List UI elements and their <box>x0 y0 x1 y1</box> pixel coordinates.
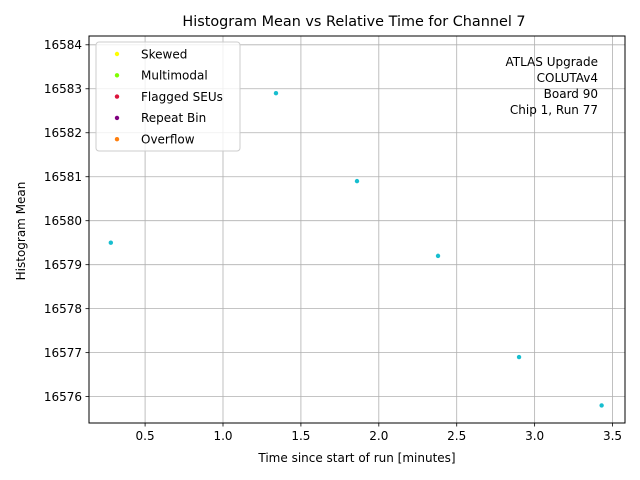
x-tick-label: 2.0 <box>369 429 388 443</box>
data-point <box>273 90 279 96</box>
data-point <box>108 240 114 245</box>
data-points <box>108 90 604 408</box>
legend-label: Flagged SEUs <box>141 90 223 104</box>
legend-marker <box>114 51 120 57</box>
legend-marker <box>114 137 120 142</box>
y-tick-label: 16580 <box>44 214 82 228</box>
y-axis-ticks: 16576 16577 16578 16579 16580 16581 16582 16583… <box>44 38 89 404</box>
y-tick-label: 16582 <box>44 126 82 140</box>
annotation-line: ATLAS Upgrade <box>505 55 598 69</box>
x-tick-label: 1.0 <box>213 429 232 443</box>
y-tick-label: 16581 <box>44 170 82 184</box>
x-tick-label: 2.5 <box>447 429 466 443</box>
y-tick-label: 16583 <box>44 82 82 96</box>
chart-title: Histogram Mean vs Relative Time for Chan… <box>182 14 525 30</box>
annotation-line: Board 90 <box>544 87 598 101</box>
annotation-line: COLUTAv4 <box>537 71 598 85</box>
y-tick-label: 16584 <box>44 38 82 52</box>
grid-lines <box>89 36 625 423</box>
legend-label: Skewed <box>141 47 187 61</box>
legend: Skewed Multimodal Flagged SEUs Repeat Bin Ov… <box>95 41 241 152</box>
legend-label: Repeat Bin <box>141 111 206 125</box>
x-tick-label: 3.5 <box>603 429 622 443</box>
legend-marker <box>114 73 120 78</box>
legend-label: Multimodal <box>141 69 208 83</box>
data-point <box>354 178 360 184</box>
x-tick-label: 3.0 <box>525 429 544 443</box>
annotation-line: Chip 1, Run 77 <box>510 103 598 117</box>
y-axis-label: Histogram Mean <box>14 182 28 281</box>
legend-label: Overflow <box>141 133 195 147</box>
legend-marker <box>114 115 120 121</box>
x-axis-label: Time since start of run [minutes] <box>257 451 455 465</box>
y-tick-label: 16576 <box>44 390 82 404</box>
data-point <box>599 403 604 408</box>
y-tick-label: 16577 <box>44 346 82 360</box>
legend-frame <box>95 41 241 152</box>
run-info-annotation: ATLAS Upgrade COLUTAv4 Board 90 Chip 1, Run… <box>505 55 598 117</box>
data-point <box>516 354 522 360</box>
legend-marker <box>114 94 120 99</box>
x-axis-ticks: 0.5 1.0 1.5 2.0 2.5 3.0 3.5 <box>136 423 622 443</box>
x-tick-label: 0.5 <box>136 429 155 443</box>
x-tick-label: 1.5 <box>291 429 310 443</box>
y-tick-label: 16579 <box>44 258 82 272</box>
plot-frame <box>88 35 626 424</box>
data-point <box>435 253 441 259</box>
y-tick-label: 16578 <box>44 302 82 316</box>
